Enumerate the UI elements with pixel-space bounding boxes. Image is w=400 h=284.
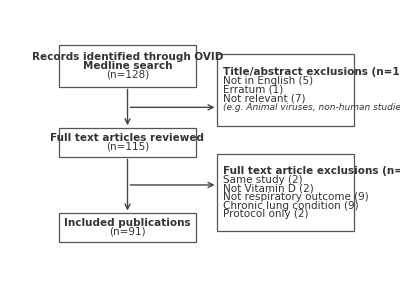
Text: Protocol only (2): Protocol only (2) — [223, 210, 308, 220]
Text: (n=128): (n=128) — [106, 70, 149, 80]
Text: Chronic lung condition (9): Chronic lung condition (9) — [223, 201, 359, 211]
Text: Title/abstract exclusions (n=13): Title/abstract exclusions (n=13) — [223, 67, 400, 77]
Text: Records identified through OVID: Records identified through OVID — [32, 52, 223, 62]
Text: Full text article exclusions (n=24): Full text article exclusions (n=24) — [223, 166, 400, 176]
Text: Medline search: Medline search — [83, 61, 172, 71]
FancyBboxPatch shape — [59, 45, 196, 87]
Text: Included publications: Included publications — [64, 218, 191, 228]
FancyBboxPatch shape — [218, 154, 354, 231]
Text: Erratum (1): Erratum (1) — [223, 85, 283, 95]
Text: (n=91): (n=91) — [109, 227, 146, 237]
FancyBboxPatch shape — [59, 128, 196, 156]
FancyBboxPatch shape — [59, 213, 196, 242]
Text: Not Vitamin D (2): Not Vitamin D (2) — [223, 183, 314, 193]
Text: (n=115): (n=115) — [106, 142, 149, 152]
Text: Full text articles reviewed: Full text articles reviewed — [50, 133, 204, 143]
Text: Not respiratory outcome (9): Not respiratory outcome (9) — [223, 192, 369, 202]
FancyBboxPatch shape — [218, 54, 354, 126]
Text: Not in English (5): Not in English (5) — [223, 76, 313, 86]
Text: Same study (2): Same study (2) — [223, 174, 303, 185]
Text: Not relevant (7): Not relevant (7) — [223, 94, 306, 104]
Text: (e.g. Animal viruses, non-human studies): (e.g. Animal viruses, non-human studies) — [223, 103, 400, 112]
